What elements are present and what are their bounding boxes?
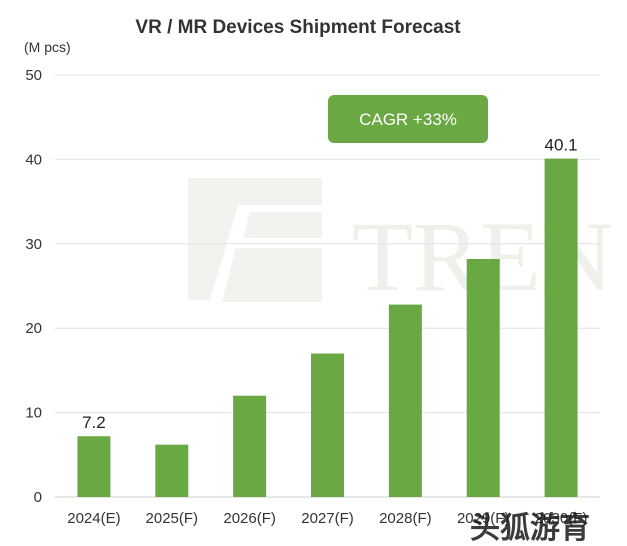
bar [77, 436, 111, 497]
bar [233, 395, 267, 497]
x-tick-label: 2024(E) [67, 510, 120, 527]
x-tick-label: 2025(F) [146, 510, 199, 527]
chart-title: VR / MR Devices Shipment Forecast [135, 17, 461, 38]
x-tick-label: 2030(F) [535, 510, 588, 527]
y-tick-label: 40 [25, 151, 42, 168]
x-axis-ticks: 2024(E) 2025(F) 2026(F) 2027(F) 2028(F) 2029(… [67, 510, 587, 527]
y-tick-label: 50 [25, 67, 42, 84]
y-tick-label: 30 [25, 236, 42, 253]
bar [466, 258, 500, 497]
y-tick-label: 20 [25, 320, 42, 337]
bar [388, 304, 422, 497]
bar [155, 444, 189, 497]
data-label: 7.2 [82, 413, 106, 432]
bars [77, 158, 578, 497]
y-tick-label: 0 [34, 489, 42, 506]
bar [311, 353, 344, 497]
y-tick-label: 10 [25, 405, 42, 422]
x-tick-label: 2028(F) [379, 510, 432, 527]
cagr-annotation: CAGR +33% [328, 95, 488, 143]
y-axis-unit: (M pcs) [24, 39, 71, 55]
bar [544, 158, 578, 497]
corner-watermark: 头狐游育 [470, 511, 590, 546]
data-label: 40.1 [545, 136, 578, 155]
y-axis-ticks: 0 10 20 30 40 50 [25, 67, 42, 506]
cagr-box [328, 95, 488, 143]
data-labels: 7.2 40.1 [82, 136, 578, 433]
x-tick-label: 2027(F) [301, 510, 354, 527]
x-tick-label: 2029(F) [457, 510, 510, 527]
cagr-label: CAGR +33% [359, 110, 457, 129]
x-tick-label: 2026(F) [223, 510, 276, 527]
watermark-logo [188, 178, 322, 302]
